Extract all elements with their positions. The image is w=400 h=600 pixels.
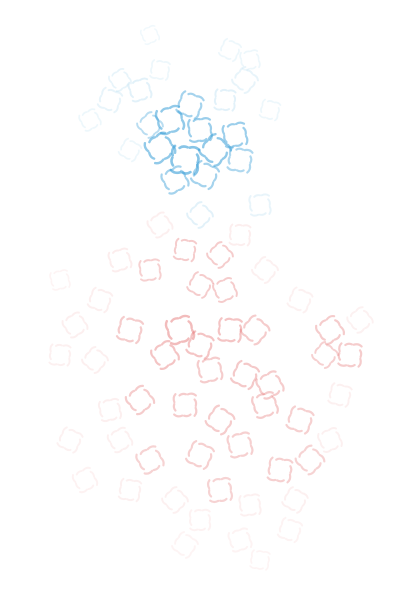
swirl-rosette-icon	[44, 339, 76, 371]
swirl-rosette-icon	[133, 443, 167, 477]
swirl-rosette-icon	[214, 34, 246, 66]
swirl-rosette-icon	[184, 114, 216, 146]
blue-rosette-cluster	[77, 24, 285, 232]
swirl-rosette-icon	[282, 282, 318, 318]
swirl-rosette-icon	[255, 95, 285, 125]
swirl-rosette-icon	[316, 426, 344, 454]
swirl-rosette-icon	[227, 527, 253, 553]
swirl-rosette-icon	[105, 425, 135, 455]
swirl-rosette-icon	[245, 190, 275, 220]
swirl-rosette-icon	[168, 233, 202, 267]
swirl-rosette-icon	[209, 84, 241, 116]
swirl-rosette-icon	[167, 527, 203, 563]
swirl-rosette-icon	[312, 312, 348, 348]
swirl-rosette-icon	[248, 253, 282, 287]
swirl-rosette-icon	[154, 104, 186, 136]
swirl-rosette-icon	[114, 134, 146, 166]
red-rosette-cluster	[44, 209, 376, 575]
swirl-rosette-icon	[59, 309, 91, 341]
swirl-rosette-icon	[111, 311, 149, 349]
swirl-rosette-icon	[272, 512, 308, 548]
swirl-rosette-icon	[158, 483, 192, 517]
swirl-rosette-icon	[204, 474, 236, 506]
swirl-rosette-icon	[158, 163, 192, 197]
swirl-rosette-icon	[113, 473, 147, 507]
swirl-rosette-icon	[225, 430, 255, 460]
swirl-rosette-icon	[224, 219, 256, 251]
swirl-rosette-icon	[48, 268, 72, 292]
swirl-rosette-icon	[82, 282, 118, 318]
swirl-rosette-icon	[277, 482, 313, 518]
swirl-rosette-icon	[323, 378, 357, 412]
swirl-rosette-icon	[281, 401, 319, 439]
swirl-rosette-icon	[225, 355, 265, 395]
swirl-rosette-icon	[344, 304, 376, 336]
swirl-rosette-icon	[291, 441, 329, 479]
swirl-rosette-icon	[235, 490, 265, 520]
swirl-rosette-icon	[52, 422, 88, 458]
swirl-rosette-icon	[168, 388, 202, 422]
swirl-rosette-icon	[77, 107, 103, 133]
swirl-rosette-icon	[133, 108, 167, 142]
swirl-rosette-icon	[96, 396, 124, 424]
swirl-rosette-icon	[107, 247, 133, 273]
swirl-rosette-icon	[261, 451, 299, 489]
swirl-rosette-icon	[211, 276, 239, 304]
swirl-rosette-icon	[78, 343, 112, 377]
swirl-rosette-icon	[245, 545, 275, 575]
swirl-rosette-icon	[145, 55, 175, 85]
swirl-rosette-icon	[144, 209, 176, 241]
swirl-rosette-icon	[139, 24, 161, 46]
swirl-rosette-icon	[236, 311, 274, 349]
swirl-rosette-icon	[200, 400, 240, 440]
swirl-rosette-icon	[180, 435, 220, 475]
swirl-rosette-icon	[182, 267, 218, 303]
swirl-rosette-icon	[185, 155, 225, 195]
swirl-rosette-icon	[184, 504, 216, 536]
swirl-rosette-icon	[70, 465, 100, 495]
swirl-rosette-icon	[135, 255, 165, 285]
swirl-rosette-icon	[183, 198, 217, 232]
swirl-rosette-icon	[122, 382, 158, 418]
swirl-rosette-icon	[195, 355, 225, 385]
